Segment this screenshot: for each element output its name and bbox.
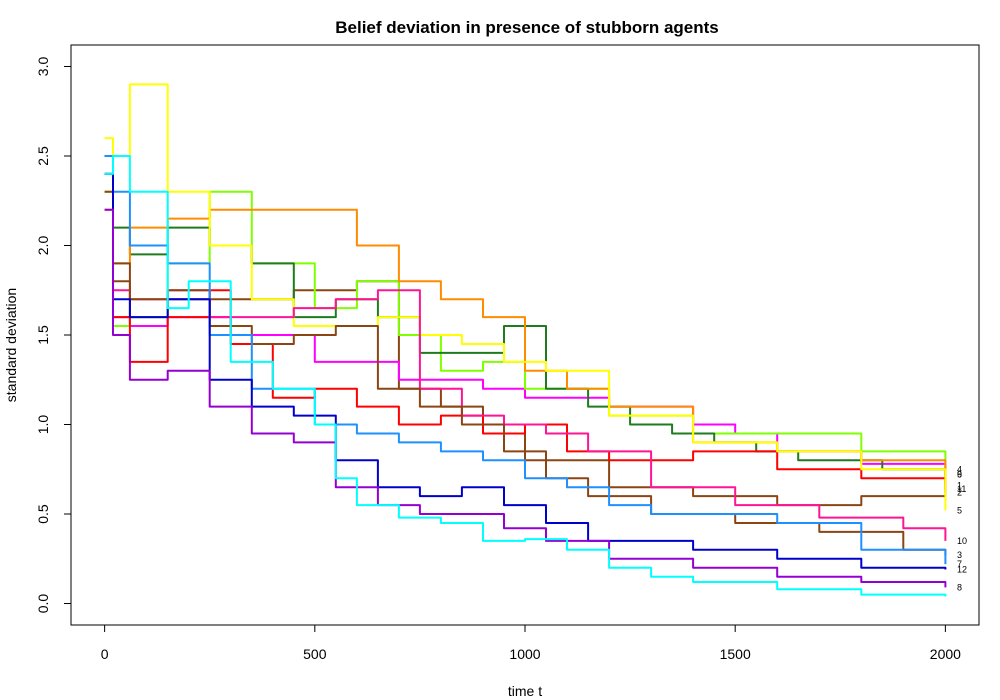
y-tick-label: 1.5 xyxy=(35,325,51,345)
y-tick-label: 0.0 xyxy=(35,594,51,614)
series-2-5-label: 2 xyxy=(957,488,962,498)
y-tick-label: 0.5 xyxy=(35,504,51,524)
y-tick-label: 2.0 xyxy=(35,236,51,256)
x-tick-label: 500 xyxy=(303,646,327,662)
x-tick-label: 2000 xyxy=(930,646,961,662)
series-10-7-label: 10 xyxy=(957,536,967,546)
y-tick-label: 1.0 xyxy=(35,415,51,435)
x-tick-label: 0 xyxy=(101,646,109,662)
chart-title: Belief deviation in presence of stubborn… xyxy=(335,18,719,37)
series-7-9-label: 7 xyxy=(957,559,962,569)
y-axis-label: standard deviation xyxy=(3,288,19,402)
x-tick-label: 1500 xyxy=(720,646,751,662)
y-tick-label: 2.5 xyxy=(35,146,51,166)
series-9-2-label: 9 xyxy=(957,470,962,480)
series-4-0-label: 4 xyxy=(957,464,962,474)
y-tick-label: 3.0 xyxy=(35,57,51,77)
series-group xyxy=(104,83,947,597)
series-8-11-label: 8 xyxy=(957,582,962,592)
series-6-1-line xyxy=(104,172,947,475)
y-axis: 0.0 0.5 1.0 1.5 2.0 2.5 3.0 xyxy=(35,57,71,614)
series-unlabeled-12-line xyxy=(104,155,947,597)
series-6-1-label: 6 xyxy=(957,470,962,480)
series-3-8-label: 3 xyxy=(957,550,962,560)
series-1-3-label: 1 xyxy=(957,480,962,490)
x-axis: 0 500 1000 1500 2000 xyxy=(101,625,961,662)
series-12-10-label: 12 xyxy=(957,565,967,575)
x-tick-label: 1000 xyxy=(509,646,540,662)
series-11-4-label: 11 xyxy=(957,484,966,494)
x-axis-label: time t xyxy=(508,683,542,699)
series-5-6-label: 5 xyxy=(957,505,962,515)
